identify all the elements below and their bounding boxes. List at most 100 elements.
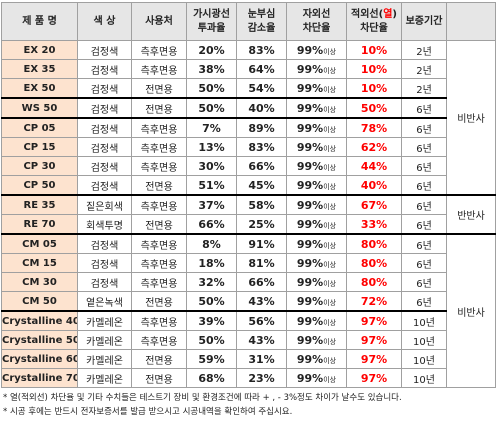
header-text: 가시광선 — [193, 8, 230, 20]
table-cell: 측후면용 — [131, 272, 187, 292]
header-cell: 적외선(열) 차단율 — [346, 2, 402, 41]
table-cell: CM 30 — [1, 272, 78, 292]
header-text: 열 — [383, 8, 393, 20]
glare-text: 89% — [248, 121, 275, 135]
table-cell: 카멜레온 — [77, 368, 132, 388]
use-text: 측후면용 — [140, 240, 178, 252]
table-cell: 30% — [186, 156, 237, 176]
table-cell: Crystalline 40 — [1, 310, 78, 331]
spec-table: 제 품 명 색 상 사용처 가시광선 투과율 눈부심 감소율 자외선 차단율 적외선(… — [1, 2, 496, 388]
name-text: WS 50 — [21, 102, 58, 114]
name-text: CM 50 — [22, 295, 57, 307]
table-cell: 6년 — [401, 137, 447, 157]
header-cell — [446, 2, 496, 41]
table-row: CM 30 검정색 측후면용 32% 66% 99%이상 80% 6년 — [1, 272, 496, 292]
table-row: Crystalline 70 카멜레온 전면용 68% 23% 99%이상 97% 10년 — [1, 368, 496, 388]
warranty-text: 6년 — [416, 259, 432, 271]
use-text: 전면용 — [145, 297, 173, 309]
table-cell: 99%이상 — [286, 97, 347, 119]
name-text: CP 05 — [23, 122, 56, 134]
table-cell: 검정색 — [77, 272, 132, 292]
color-text: 회색투명 — [86, 220, 123, 232]
table-cell: 전면용 — [131, 349, 187, 369]
table-cell: 7% — [186, 117, 237, 138]
name-text: Crystalline 70 — [2, 372, 78, 384]
table-cell: 97% — [346, 330, 402, 350]
table-cell: 45% — [236, 175, 287, 196]
table-cell: CP 30 — [1, 156, 78, 176]
table-cell: 전면용 — [131, 175, 187, 196]
table-cell: 43% — [236, 291, 287, 312]
visible-text: 32% — [198, 275, 225, 289]
table-cell: 99%이상 — [286, 78, 347, 99]
table-cell: 6년 — [401, 156, 447, 176]
table-cell: 8% — [186, 233, 237, 254]
uv-text: 99% — [296, 237, 324, 251]
header-text: 차단율 — [360, 22, 388, 34]
table-cell: CP 50 — [1, 175, 78, 196]
table-cell: 80% — [346, 272, 402, 292]
uv-note-text: 이상 — [323, 318, 337, 327]
glare-text: 66% — [248, 275, 275, 289]
table-cell: 검정색 — [77, 59, 132, 79]
table-cell: 80% — [346, 253, 402, 273]
use-text: 전면용 — [145, 181, 173, 193]
table-cell: RE 70 — [1, 214, 78, 235]
uv-note-text: 이상 — [323, 337, 337, 346]
uv-text: 99% — [296, 178, 324, 192]
visible-text: 59% — [198, 352, 225, 366]
header-text: 자외선 — [302, 8, 331, 20]
ir-text: 97% — [360, 314, 388, 328]
table-cell: Crystalline 60 — [1, 349, 78, 369]
name-text: CM 05 — [22, 238, 57, 250]
table-cell: 50% — [346, 97, 402, 119]
table-cell: 31% — [236, 349, 287, 369]
table-cell: 66% — [236, 156, 287, 176]
name-text: Crystalline 60 — [2, 353, 78, 365]
table-cell: 짙은회색 — [77, 194, 132, 215]
table-cell: 전면용 — [131, 291, 187, 312]
table-cell: 6년 — [401, 253, 447, 273]
header-cell: 눈부심 감소율 — [236, 2, 287, 41]
glare-text: 23% — [248, 371, 275, 385]
name-text: EX 20 — [23, 44, 56, 56]
uv-note-text: 이상 — [323, 375, 337, 384]
warranty-text: 2년 — [416, 65, 432, 77]
table-cell: 검정색 — [77, 175, 132, 196]
group-label: 반반사 — [457, 211, 485, 222]
table-cell: 38% — [186, 59, 237, 79]
table-cell: 44% — [346, 156, 402, 176]
table-cell: 23% — [236, 368, 287, 388]
header-text: 색 상 — [93, 15, 116, 27]
table-cell: 37% — [186, 194, 237, 215]
uv-note-text: 이상 — [323, 144, 337, 153]
table-cell: 측후면용 — [131, 117, 187, 138]
table-cell: 18% — [186, 253, 237, 273]
warranty-text: 6년 — [416, 240, 432, 252]
table-cell: 68% — [186, 368, 237, 388]
table-cell: 99%이상 — [286, 349, 347, 369]
table-cell: 2년 — [401, 59, 447, 79]
table-row: CP 30 검정색 측후면용 30% 66% 99%이상 44% 6년 — [1, 156, 496, 176]
glare-text: 83% — [248, 43, 275, 57]
warranty-text: 6년 — [416, 124, 432, 136]
table-cell: 카멜레온 — [77, 330, 132, 350]
use-text: 전면용 — [145, 355, 173, 367]
table-row: CP 15 검정색 측후면용 13% 83% 99%이상 62% 6년 — [1, 137, 496, 157]
warranty-text: 6년 — [416, 278, 432, 290]
table-cell: 13% — [186, 137, 237, 157]
table-cell: 10% — [346, 40, 402, 60]
uv-text: 99% — [296, 62, 324, 76]
name-text: CP 15 — [23, 141, 56, 153]
table-cell: 2년 — [401, 78, 447, 99]
ir-text: 97% — [360, 371, 388, 385]
ir-text: 80% — [360, 256, 388, 270]
table-cell: Crystalline 70 — [1, 368, 78, 388]
table-cell: 6년 — [401, 117, 447, 138]
table-cell: 64% — [236, 59, 287, 79]
ir-text: 10% — [360, 43, 388, 57]
warranty-text: 10년 — [413, 336, 435, 348]
table-cell: EX 50 — [1, 78, 78, 99]
table-row: CP 50 검정색 전면용 51% 45% 99%이상 40% 6년 — [1, 175, 496, 196]
